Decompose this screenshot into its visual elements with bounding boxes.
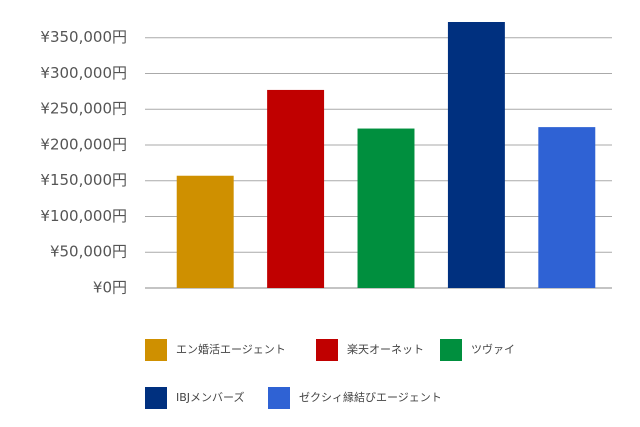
y-tick-label: ¥350,000円 bbox=[40, 28, 127, 46]
legend-swatch bbox=[145, 339, 167, 361]
legend-swatch bbox=[316, 339, 338, 361]
y-tick-label: ¥100,000円 bbox=[40, 207, 127, 225]
legend-label: エン婚活エージェント bbox=[176, 342, 286, 356]
legend-swatch bbox=[440, 339, 462, 361]
y-tick-label: ¥150,000円 bbox=[40, 171, 127, 189]
bar bbox=[447, 22, 505, 288]
legend-label: 楽天オーネット bbox=[347, 343, 424, 356]
bar bbox=[176, 175, 234, 288]
bar bbox=[357, 128, 415, 288]
legend-label: IBJメンバーズ bbox=[176, 390, 244, 404]
y-tick-label: ¥250,000円 bbox=[40, 100, 127, 118]
bar bbox=[267, 89, 325, 288]
legend-label: ゼクシィ縁結びエージェント bbox=[299, 390, 442, 404]
y-tick-label: ¥200,000円 bbox=[40, 135, 127, 153]
y-tick-label: ¥0円 bbox=[93, 279, 127, 297]
bar bbox=[538, 127, 596, 288]
y-tick-label: ¥50,000円 bbox=[50, 243, 127, 261]
legend-label: ツヴァイ bbox=[471, 342, 515, 356]
y-tick-label: ¥300,000円 bbox=[40, 64, 127, 82]
legend-swatch bbox=[268, 387, 290, 409]
legend-swatch bbox=[145, 387, 167, 409]
